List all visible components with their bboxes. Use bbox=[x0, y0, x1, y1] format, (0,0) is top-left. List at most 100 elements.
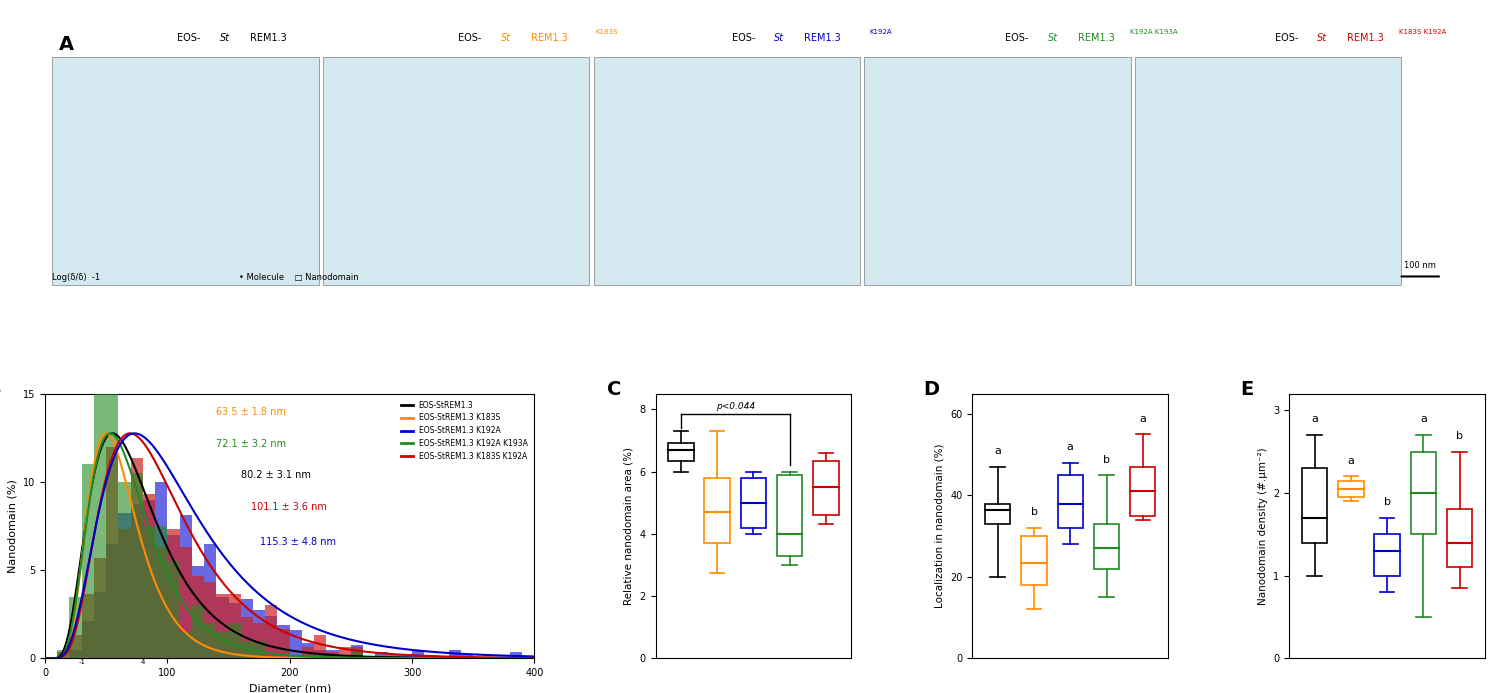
Text: D: D bbox=[924, 380, 939, 399]
Bar bbox=[130, 458, 142, 658]
Bar bbox=[254, 641, 266, 658]
Bar bbox=[94, 593, 106, 658]
Text: St: St bbox=[1317, 33, 1328, 43]
Bar bbox=[228, 594, 242, 658]
Bar bbox=[339, 647, 351, 658]
Bar bbox=[106, 385, 118, 658]
Bar bbox=[424, 656, 436, 658]
Text: p<0.044: p<0.044 bbox=[716, 403, 754, 412]
Bar bbox=[130, 473, 142, 658]
Bar bbox=[242, 641, 254, 658]
Text: REM1.3: REM1.3 bbox=[804, 33, 842, 43]
Bar bbox=[1448, 509, 1473, 568]
FancyBboxPatch shape bbox=[594, 57, 859, 285]
Bar bbox=[436, 656, 448, 658]
Text: EOS-: EOS- bbox=[732, 33, 754, 43]
Bar bbox=[154, 526, 168, 658]
Bar bbox=[278, 629, 290, 658]
Bar bbox=[192, 565, 204, 658]
Bar bbox=[69, 649, 81, 658]
Bar bbox=[314, 635, 327, 658]
Bar bbox=[228, 603, 242, 658]
Y-axis label: Localization in nanodomain (%): Localization in nanodomain (%) bbox=[934, 444, 945, 608]
Text: 100 nm: 100 nm bbox=[1404, 261, 1435, 270]
Bar bbox=[216, 597, 228, 658]
Bar bbox=[1374, 534, 1400, 576]
Text: REM1.3: REM1.3 bbox=[1347, 33, 1384, 43]
Bar bbox=[81, 621, 94, 658]
Bar bbox=[106, 543, 118, 658]
Bar bbox=[69, 597, 81, 658]
FancyBboxPatch shape bbox=[322, 57, 590, 285]
FancyBboxPatch shape bbox=[864, 57, 1131, 285]
Bar bbox=[118, 529, 130, 658]
Bar bbox=[204, 582, 216, 658]
Bar bbox=[180, 515, 192, 658]
Bar bbox=[705, 477, 730, 543]
Text: • Molecule    □ Nanodomain: • Molecule □ Nanodomain bbox=[240, 273, 358, 282]
Text: E: E bbox=[1240, 380, 1254, 399]
Bar bbox=[57, 649, 69, 658]
Bar bbox=[106, 446, 118, 658]
Bar bbox=[351, 647, 363, 658]
Bar bbox=[1094, 524, 1119, 569]
Bar bbox=[94, 559, 106, 658]
Bar bbox=[216, 594, 228, 658]
Text: EOS-: EOS- bbox=[1005, 33, 1029, 43]
X-axis label: Diameter (nm): Diameter (nm) bbox=[249, 683, 332, 693]
Bar bbox=[1058, 475, 1083, 528]
Bar bbox=[94, 376, 106, 658]
Bar bbox=[986, 504, 1011, 524]
Bar bbox=[290, 630, 302, 658]
Text: 101.1 ± 3.6 nm: 101.1 ± 3.6 nm bbox=[251, 502, 327, 512]
Bar bbox=[81, 464, 94, 658]
Bar bbox=[57, 653, 69, 658]
Bar bbox=[142, 493, 154, 658]
Text: REM1.3: REM1.3 bbox=[1078, 33, 1114, 43]
Bar bbox=[69, 635, 81, 658]
Text: a: a bbox=[1420, 414, 1426, 424]
Bar bbox=[168, 529, 180, 658]
Bar bbox=[327, 649, 339, 658]
Bar bbox=[142, 500, 154, 658]
FancyBboxPatch shape bbox=[1136, 57, 1401, 285]
Bar bbox=[460, 654, 472, 658]
Bar bbox=[242, 599, 254, 658]
FancyBboxPatch shape bbox=[53, 57, 318, 285]
Bar bbox=[204, 623, 216, 658]
Text: a: a bbox=[994, 446, 1000, 457]
Bar bbox=[154, 482, 168, 658]
Text: a: a bbox=[1311, 414, 1318, 424]
Bar bbox=[668, 444, 693, 461]
Bar bbox=[180, 632, 192, 658]
Text: St: St bbox=[774, 33, 784, 43]
Text: a: a bbox=[1066, 442, 1074, 453]
Bar bbox=[254, 623, 266, 658]
Bar bbox=[400, 654, 412, 658]
Bar bbox=[168, 561, 180, 658]
Bar bbox=[314, 649, 327, 658]
Text: K183S: K183S bbox=[596, 28, 618, 35]
Bar bbox=[242, 617, 254, 658]
Bar bbox=[448, 649, 460, 658]
Bar bbox=[351, 649, 363, 658]
Bar bbox=[777, 475, 802, 556]
Text: A: A bbox=[60, 35, 75, 53]
Text: a: a bbox=[1140, 414, 1146, 424]
Text: St: St bbox=[501, 33, 512, 43]
Bar bbox=[168, 535, 180, 658]
Text: K192A: K192A bbox=[868, 28, 891, 35]
Bar bbox=[302, 647, 313, 658]
Y-axis label: Nanodomain (%): Nanodomain (%) bbox=[8, 479, 18, 573]
Text: REM1.3: REM1.3 bbox=[531, 33, 567, 43]
Bar bbox=[216, 632, 228, 658]
Bar bbox=[302, 643, 313, 658]
Bar bbox=[813, 461, 838, 515]
Text: EOS-: EOS- bbox=[177, 33, 201, 43]
Text: 115.3 ± 4.8 nm: 115.3 ± 4.8 nm bbox=[261, 536, 336, 547]
Text: b: b bbox=[1030, 507, 1038, 518]
Bar bbox=[254, 610, 266, 658]
Text: C: C bbox=[606, 380, 621, 399]
Text: a: a bbox=[1347, 456, 1354, 466]
Bar bbox=[130, 504, 142, 658]
